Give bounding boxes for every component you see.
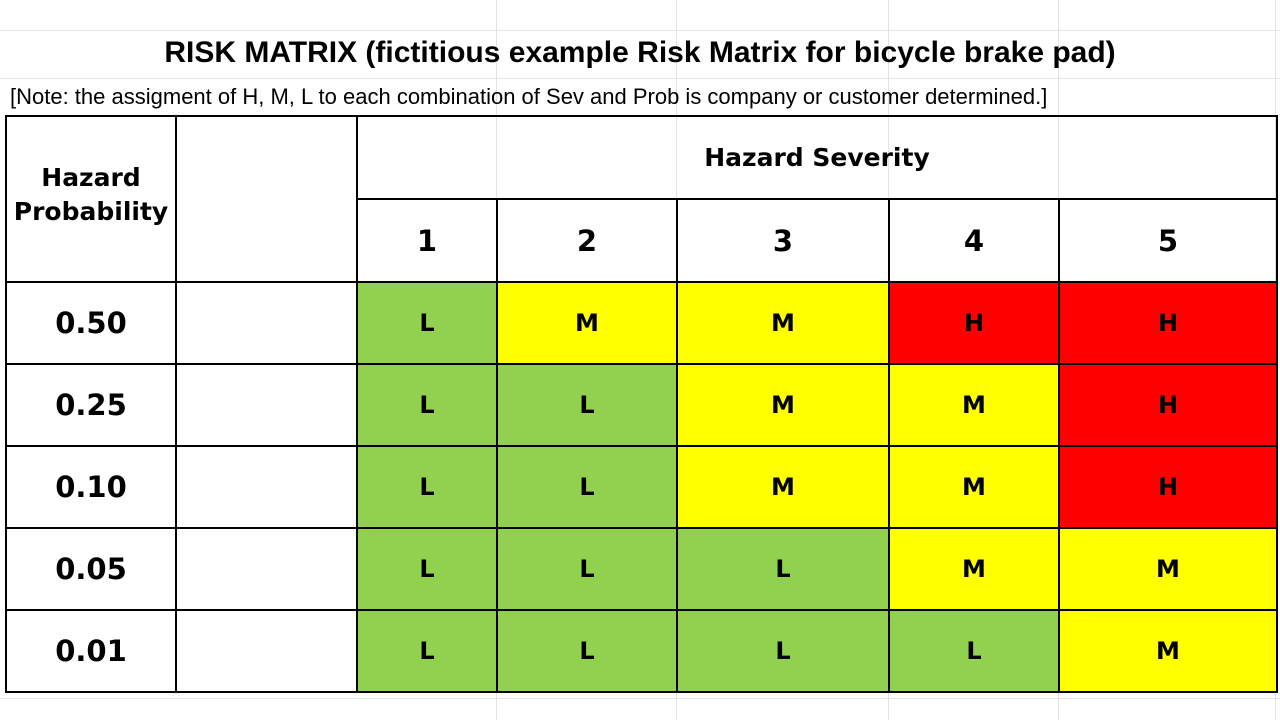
- risk-cell: L: [496, 609, 678, 693]
- blank-cell: [175, 363, 358, 447]
- risk-cell: M: [888, 527, 1060, 611]
- risk-cell: L: [356, 609, 498, 693]
- blank-cell: [175, 281, 358, 365]
- risk-cell: L: [496, 445, 678, 529]
- blank-cell: [175, 445, 358, 529]
- gridline: [0, 698, 1280, 699]
- blank-header-cell: [175, 115, 358, 283]
- risk-cell: L: [356, 363, 498, 447]
- severity-level: 2: [496, 198, 678, 283]
- probability-value: 0.05: [5, 527, 177, 611]
- probability-value: 0.25: [5, 363, 177, 447]
- risk-cell: L: [496, 527, 678, 611]
- risk-cell: L: [356, 445, 498, 529]
- risk-cell: M: [676, 445, 890, 529]
- risk-matrix-table: Hazard Probability Hazard Severity 1 2 3…: [5, 115, 1278, 693]
- table-row: 0.25 L L M M H: [5, 363, 1278, 447]
- severity-header: Hazard Severity: [356, 115, 1278, 200]
- risk-cell: M: [676, 281, 890, 365]
- table-row: 0.10 L L M M H: [5, 445, 1278, 529]
- severity-level: 4: [888, 198, 1060, 283]
- probability-value: 0.10: [5, 445, 177, 529]
- risk-cell: L: [888, 609, 1060, 693]
- severity-level: 1: [356, 198, 498, 283]
- risk-cell: L: [676, 527, 890, 611]
- table-row: 0.05 L L L M M: [5, 527, 1278, 611]
- risk-cell: M: [1058, 527, 1278, 611]
- gridline: [0, 30, 1280, 31]
- probability-value: 0.50: [5, 281, 177, 365]
- risk-cell: L: [356, 527, 498, 611]
- severity-level: 5: [1058, 198, 1278, 283]
- probability-value: 0.01: [5, 609, 177, 693]
- table-row: 0.01 L L L L M: [5, 609, 1278, 693]
- risk-cell: M: [1058, 609, 1278, 693]
- risk-cell: M: [496, 281, 678, 365]
- risk-cell: H: [1058, 445, 1278, 529]
- severity-level: 3: [676, 198, 890, 283]
- blank-cell: [175, 609, 358, 693]
- risk-cell: M: [888, 363, 1060, 447]
- blank-cell: [175, 527, 358, 611]
- probability-header-label: Hazard Probability: [13, 163, 169, 226]
- probability-header: Hazard Probability: [5, 115, 177, 283]
- risk-cell: H: [888, 281, 1060, 365]
- risk-cell: M: [676, 363, 890, 447]
- gridline: [0, 78, 1280, 79]
- page-title: RISK MATRIX (fictitious example Risk Mat…: [164, 36, 1116, 69]
- risk-cell: H: [1058, 363, 1278, 447]
- risk-cell: L: [356, 281, 498, 365]
- risk-cell: L: [676, 609, 890, 693]
- note-text: [Note: the assigment of H, M, L to each …: [10, 84, 1048, 109]
- table-row: 0.50 L M M H H: [5, 281, 1278, 365]
- risk-cell: H: [1058, 281, 1278, 365]
- risk-cell: L: [496, 363, 678, 447]
- risk-cell: M: [888, 445, 1060, 529]
